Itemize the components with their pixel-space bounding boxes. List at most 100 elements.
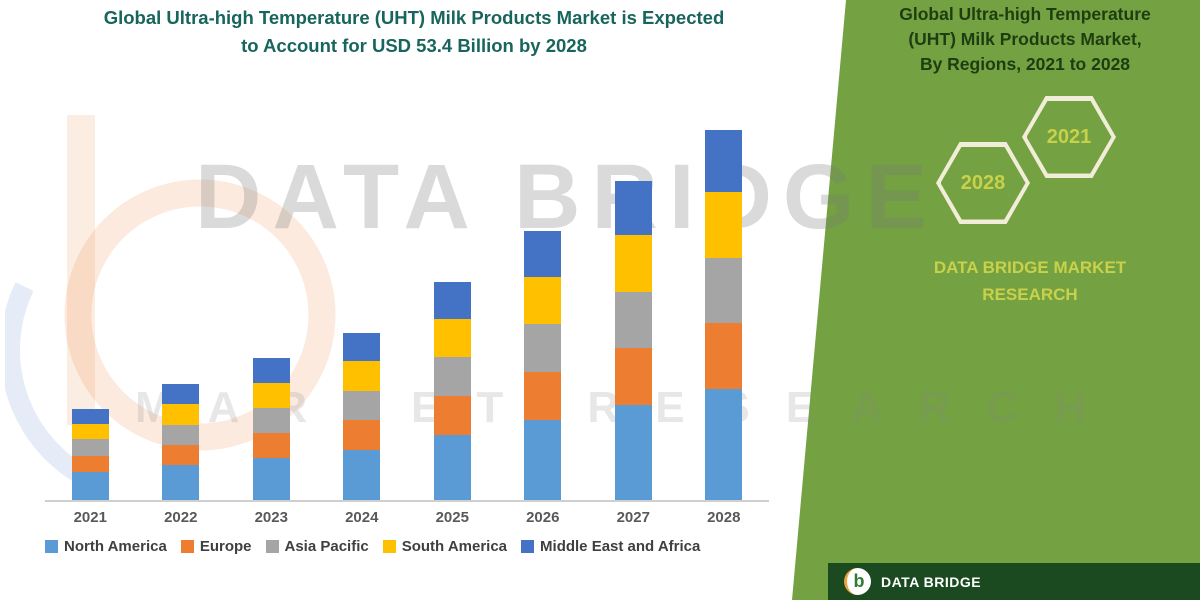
bar-segment-europe-2022	[162, 445, 200, 466]
bar-column-2024	[317, 112, 407, 500]
bar-segment-south-america-2024	[343, 361, 381, 391]
bar-segment-asia-pacific-2024	[343, 390, 381, 421]
chart-plot-area	[45, 112, 769, 502]
legend-swatch-south-america	[382, 540, 396, 553]
watermark-data-bridge: DATA BRIDGE	[195, 146, 938, 248]
bar-segment-asia-pacific-2022	[162, 424, 200, 446]
page-title-line2: to Account for USD 53.4 Billion by 2028	[241, 34, 587, 56]
bar-segment-asia-pacific-2023	[252, 407, 290, 433]
bar-stack-2022	[162, 383, 200, 500]
bar-column-2022	[136, 112, 226, 500]
legend-item-north-america: North America	[45, 538, 167, 555]
legend-swatch-europe	[180, 540, 194, 553]
x-axis-label-2024: 2024	[345, 509, 379, 526]
bar-segment-europe-2027	[614, 348, 652, 406]
legend-item-asia-pacific: Asia Pacific	[265, 538, 369, 555]
x-axis-label-2025: 2025	[435, 509, 469, 526]
side-panel-heading-line1: Global Ultra-high Temperature	[899, 4, 1151, 24]
x-axis-labels: 2021 2022 2023 2024 2025 2026 2027 2028	[45, 502, 769, 526]
side-panel-brand-line2: RESEARCH	[982, 285, 1078, 305]
bar-segment-europe-2024	[343, 420, 381, 451]
bar-stack-2021	[71, 408, 109, 500]
legend-label-north-america: North America	[64, 538, 167, 555]
bar-stack-2024	[343, 333, 381, 500]
bar-segment-europe-2021	[71, 455, 109, 473]
watermark-market-research: MARKET RESEARCH	[135, 383, 1123, 432]
legend-item-europe: Europe	[180, 538, 252, 555]
x-axis-label-2023: 2023	[254, 509, 288, 526]
chart-legend: North America Europe Asia Pacific South Ame…	[45, 538, 785, 555]
bar-segment-europe-2025	[433, 396, 471, 435]
bar-stack-2023	[252, 358, 290, 500]
legend-label-europe: Europe	[199, 538, 252, 555]
bar-segment-north-america-2023	[252, 457, 290, 500]
bar-segment-north-america-2026	[524, 419, 562, 500]
bar-segment-middle-east-and-africa-2028	[705, 130, 743, 193]
hexagon-2028: 2028	[936, 142, 1030, 224]
bar-segment-europe-2023	[252, 432, 290, 458]
bar-column-2028	[679, 112, 769, 500]
bar-segment-north-america-2027	[614, 405, 652, 500]
bar-segment-asia-pacific-2021	[71, 439, 109, 456]
bar-stack-2027	[614, 180, 652, 500]
stacked-bar-chart: 2021 2022 2023 2024 2025 2026 2027 2028	[45, 112, 769, 526]
side-panel-heading-line3: By Regions, 2021 to 2028	[919, 53, 1131, 74]
bar-segment-north-america-2024	[343, 450, 381, 500]
bar-column-2027	[588, 112, 678, 500]
bar-segment-south-america-2028	[705, 192, 743, 258]
hexagon-2021-year: 2021	[1026, 100, 1112, 174]
side-panel-brand: DATA BRIDGE MARKET RESEARCH	[880, 254, 1180, 308]
bar-segment-south-america-2027	[614, 235, 652, 292]
x-axis-label-2026: 2026	[526, 509, 560, 526]
legend-item-middle-east-and-africa: Middle East and Africa	[521, 538, 700, 555]
bar-segment-europe-2026	[524, 371, 562, 420]
footer-brand-text: DATA BRIDGE	[881, 573, 982, 590]
bar-segment-middle-east-and-africa-2021	[71, 408, 109, 424]
bar-segment-south-america-2021	[71, 423, 109, 440]
bar-segment-south-america-2023	[252, 383, 290, 408]
side-panel-brand-line1: DATA BRIDGE MARKET	[933, 258, 1127, 277]
bar-segment-middle-east-and-africa-2025	[433, 281, 471, 320]
bar-segment-middle-east-and-africa-2022	[162, 383, 200, 405]
bar-segment-south-america-2022	[162, 404, 200, 425]
bar-segment-south-america-2025	[433, 319, 471, 358]
x-axis-label-2022: 2022	[164, 509, 198, 526]
side-panel-heading: Global Ultra-high Temperature (UHT) Milk…	[858, 2, 1192, 77]
legend-swatch-middle-east-and-africa	[521, 540, 535, 553]
bar-column-2025	[407, 112, 497, 500]
legend-label-asia-pacific: Asia Pacific	[284, 538, 369, 555]
bar-segment-middle-east-and-africa-2027	[614, 180, 652, 236]
bar-segment-asia-pacific-2026	[524, 324, 562, 372]
bar-segment-middle-east-and-africa-2024	[343, 333, 381, 362]
x-axis-label-2021: 2021	[73, 509, 107, 526]
bar-segment-middle-east-and-africa-2026	[524, 231, 562, 277]
bar-segment-asia-pacific-2028	[705, 257, 743, 324]
bar-segment-south-america-2026	[524, 276, 562, 325]
bar-segment-north-america-2022	[162, 465, 200, 500]
bar-stack-2028	[705, 130, 743, 500]
data-bridge-logo-icon: b	[844, 568, 871, 595]
bar-segment-europe-2028	[705, 323, 743, 390]
page-title-line1: Global Ultra-high Temperature (UHT) Milk…	[103, 7, 725, 28]
hexagon-2028-year: 2028	[940, 146, 1026, 220]
bar-segment-asia-pacific-2027	[614, 291, 652, 349]
bar-segment-north-america-2028	[705, 389, 743, 500]
side-panel-heading-line2: (UHT) Milk Products Market,	[908, 28, 1142, 49]
legend-swatch-asia-pacific	[265, 540, 279, 553]
x-axis-label-2028: 2028	[707, 509, 741, 526]
legend-item-south-america: South America	[382, 538, 508, 555]
bar-stack-2025	[433, 281, 471, 500]
legend-label-south-america: South America	[401, 538, 508, 555]
legend-label-middle-east-and-africa: Middle East and Africa	[540, 538, 701, 555]
page-title: Global Ultra-high Temperature (UHT) Milk…	[8, 4, 820, 60]
bar-stack-2026	[524, 231, 562, 500]
footer-brand-bar: b DATA BRIDGE	[828, 563, 1200, 600]
bar-column-2021	[45, 112, 135, 500]
legend-swatch-north-america	[45, 540, 58, 553]
bar-segment-north-america-2021	[71, 472, 109, 500]
bar-column-2023	[226, 112, 316, 500]
x-axis-label-2027: 2027	[616, 509, 650, 526]
bar-segment-asia-pacific-2025	[433, 357, 471, 397]
